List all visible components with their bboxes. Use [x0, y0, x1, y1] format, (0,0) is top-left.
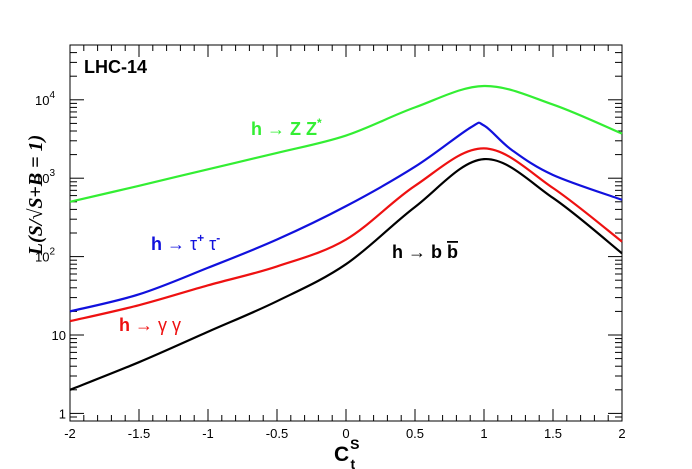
y-axis: 1 10 102 103 104 — [35, 44, 622, 422]
y-tick-label: 104 — [35, 90, 55, 108]
series-line-1 — [69, 121, 623, 313]
label-tau: h → τ+ τ- — [151, 231, 220, 254]
series-group — [69, 84, 623, 391]
x-axis: -2 -1.5 -1 -0.5 0 0.5 1 1.5 2 — [64, 45, 626, 441]
label-b-bbar: h → b b — [392, 242, 458, 262]
arrow-glyph: → — [135, 315, 153, 335]
series-line-2 — [69, 147, 623, 323]
x-tick-label: 1.5 — [544, 426, 562, 441]
x-tick-label: -1 — [202, 426, 214, 441]
series-line-0 — [69, 84, 623, 203]
y-axis-label: L(S/√S+B = 1) — [25, 135, 47, 256]
x-tick-label: -2 — [64, 426, 76, 441]
x-tick-label: -1.5 — [128, 426, 150, 441]
x-axis-label: CS t — [334, 436, 360, 469]
b-bar: b — [447, 242, 458, 262]
arrow-glyph: → — [167, 234, 185, 254]
y-tick-label: 1 — [59, 406, 66, 421]
x-tick-label: 2 — [618, 426, 625, 441]
label-gamma-gamma: h → γ γ — [119, 315, 181, 335]
x-tick-label: 0.5 — [406, 426, 424, 441]
x-tick-label: 0 — [342, 426, 349, 441]
arrow-glyph: → — [267, 119, 285, 139]
label-zz: h → Z Z* — [251, 116, 322, 139]
x-tick-label: -0.5 — [266, 426, 288, 441]
x-tick-label: 1 — [480, 426, 487, 441]
y-tick-label: 10 — [52, 328, 66, 343]
y-tick-label: 103 — [35, 168, 55, 186]
series-line-3 — [69, 158, 623, 391]
y-tick-label: 102 — [35, 247, 55, 265]
plot-frame — [69, 44, 623, 422]
arrow-glyph: → — [408, 242, 426, 262]
chart-title: LHC-14 — [84, 57, 147, 77]
